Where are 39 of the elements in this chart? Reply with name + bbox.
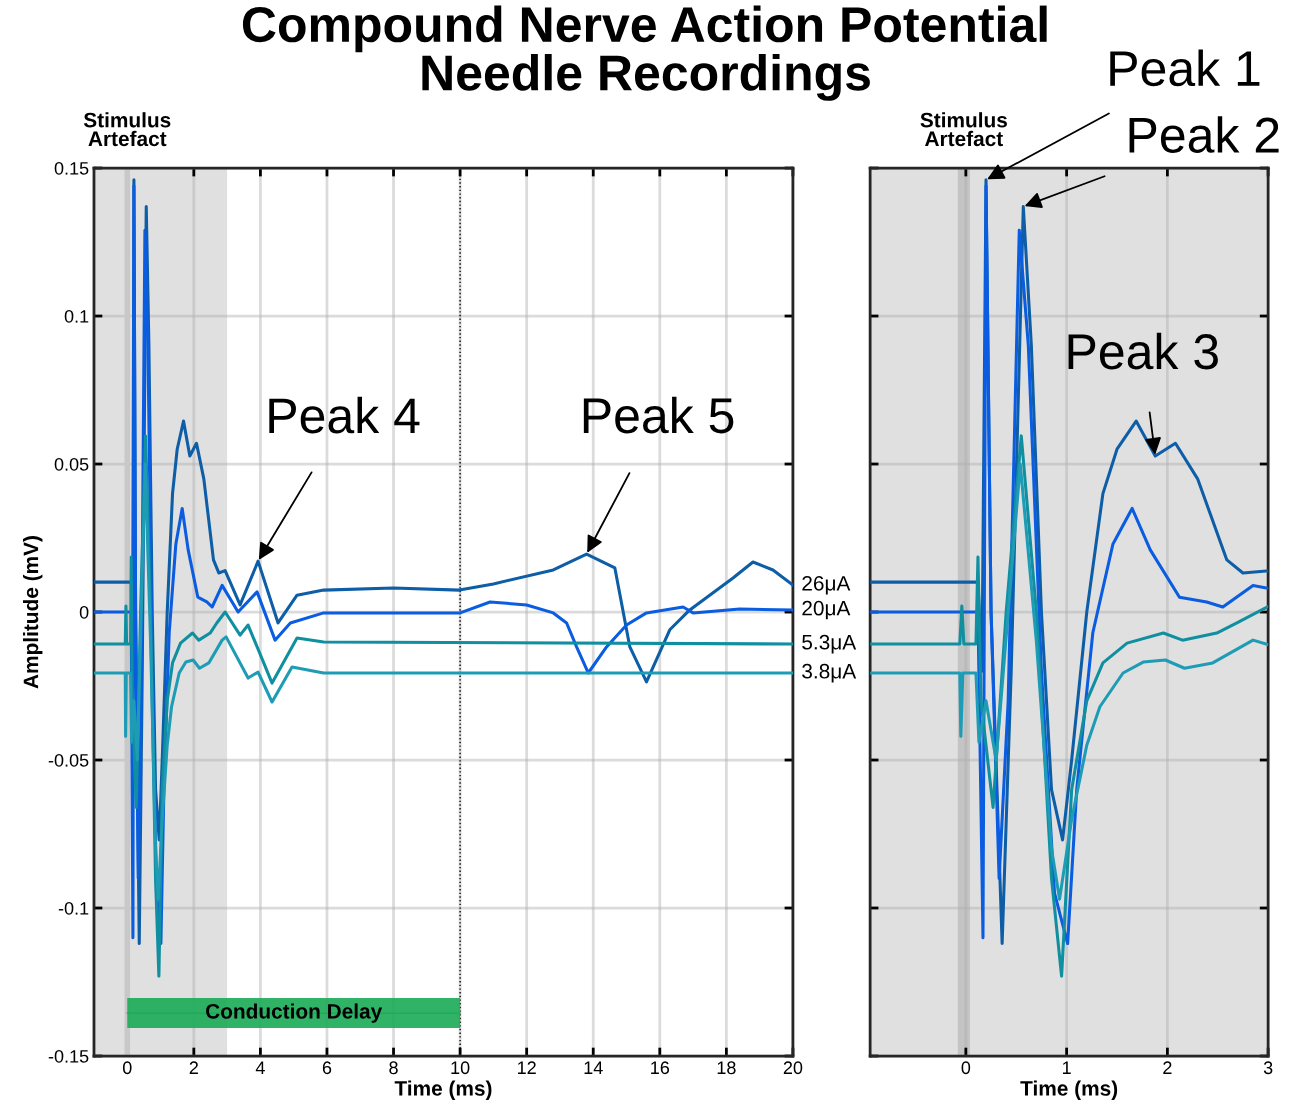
annotation: Peak 4 xyxy=(269,396,420,434)
x-tick-label: 0 xyxy=(961,1061,971,1075)
series-label: 26μA xyxy=(802,575,851,595)
x-tick-label: 4 xyxy=(255,1061,265,1074)
x-tick-label: 3 xyxy=(1263,1061,1273,1075)
y-tick-label: -0.1 xyxy=(58,901,89,915)
series-label: Conduction Delay xyxy=(206,1003,383,1023)
annotation: Peak 5 xyxy=(583,396,734,434)
y-tick-label: 0.15 xyxy=(54,161,89,175)
x-tick-label: 2 xyxy=(189,1061,198,1074)
x-tick-label: 8 xyxy=(389,1061,398,1075)
series-label: 5.3μA xyxy=(802,634,857,654)
x-axis-title: Time (ms) xyxy=(394,1080,492,1100)
x-axis-title: Time (ms) xyxy=(1020,1080,1118,1100)
annotation: Peak 3 xyxy=(1068,332,1218,370)
y-axis-title: Amplitude (mV) xyxy=(23,536,43,689)
y-tick-label: -0.05 xyxy=(48,753,89,767)
x-tick-label: 10 xyxy=(451,1061,470,1075)
annotation: Peak 2 xyxy=(1129,116,1279,153)
annotation: Peak 1 xyxy=(1110,49,1260,87)
y-tick-label: 0.1 xyxy=(64,309,89,323)
chart-title: Compound Nerve Action Potential Needle Recordings xyxy=(242,5,1047,101)
x-tick-label: 20 xyxy=(783,1061,803,1075)
y-tick-label: 0.05 xyxy=(54,457,89,471)
band-label: Stimulus Artefact xyxy=(920,112,1007,147)
ref-line-label: Stimulus Artefact xyxy=(83,112,171,147)
x-tick-label: 6 xyxy=(322,1061,332,1075)
series-label: 3.8μA xyxy=(802,663,857,683)
line-series xyxy=(93,462,793,901)
x-tick-label: 14 xyxy=(584,1061,603,1074)
x-tick-label: 2 xyxy=(1163,1061,1172,1074)
y-tick-label: -0.15 xyxy=(48,1049,89,1063)
series-label: 20μA xyxy=(802,600,851,620)
x-tick-label: 1 xyxy=(1062,1061,1071,1074)
y-tick-label: 0 xyxy=(79,605,89,619)
x-tick-label: 12 xyxy=(518,1061,536,1074)
x-tick-label: 18 xyxy=(717,1061,736,1075)
x-tick-label: 0 xyxy=(122,1061,132,1075)
x-tick-label: 16 xyxy=(651,1061,670,1075)
